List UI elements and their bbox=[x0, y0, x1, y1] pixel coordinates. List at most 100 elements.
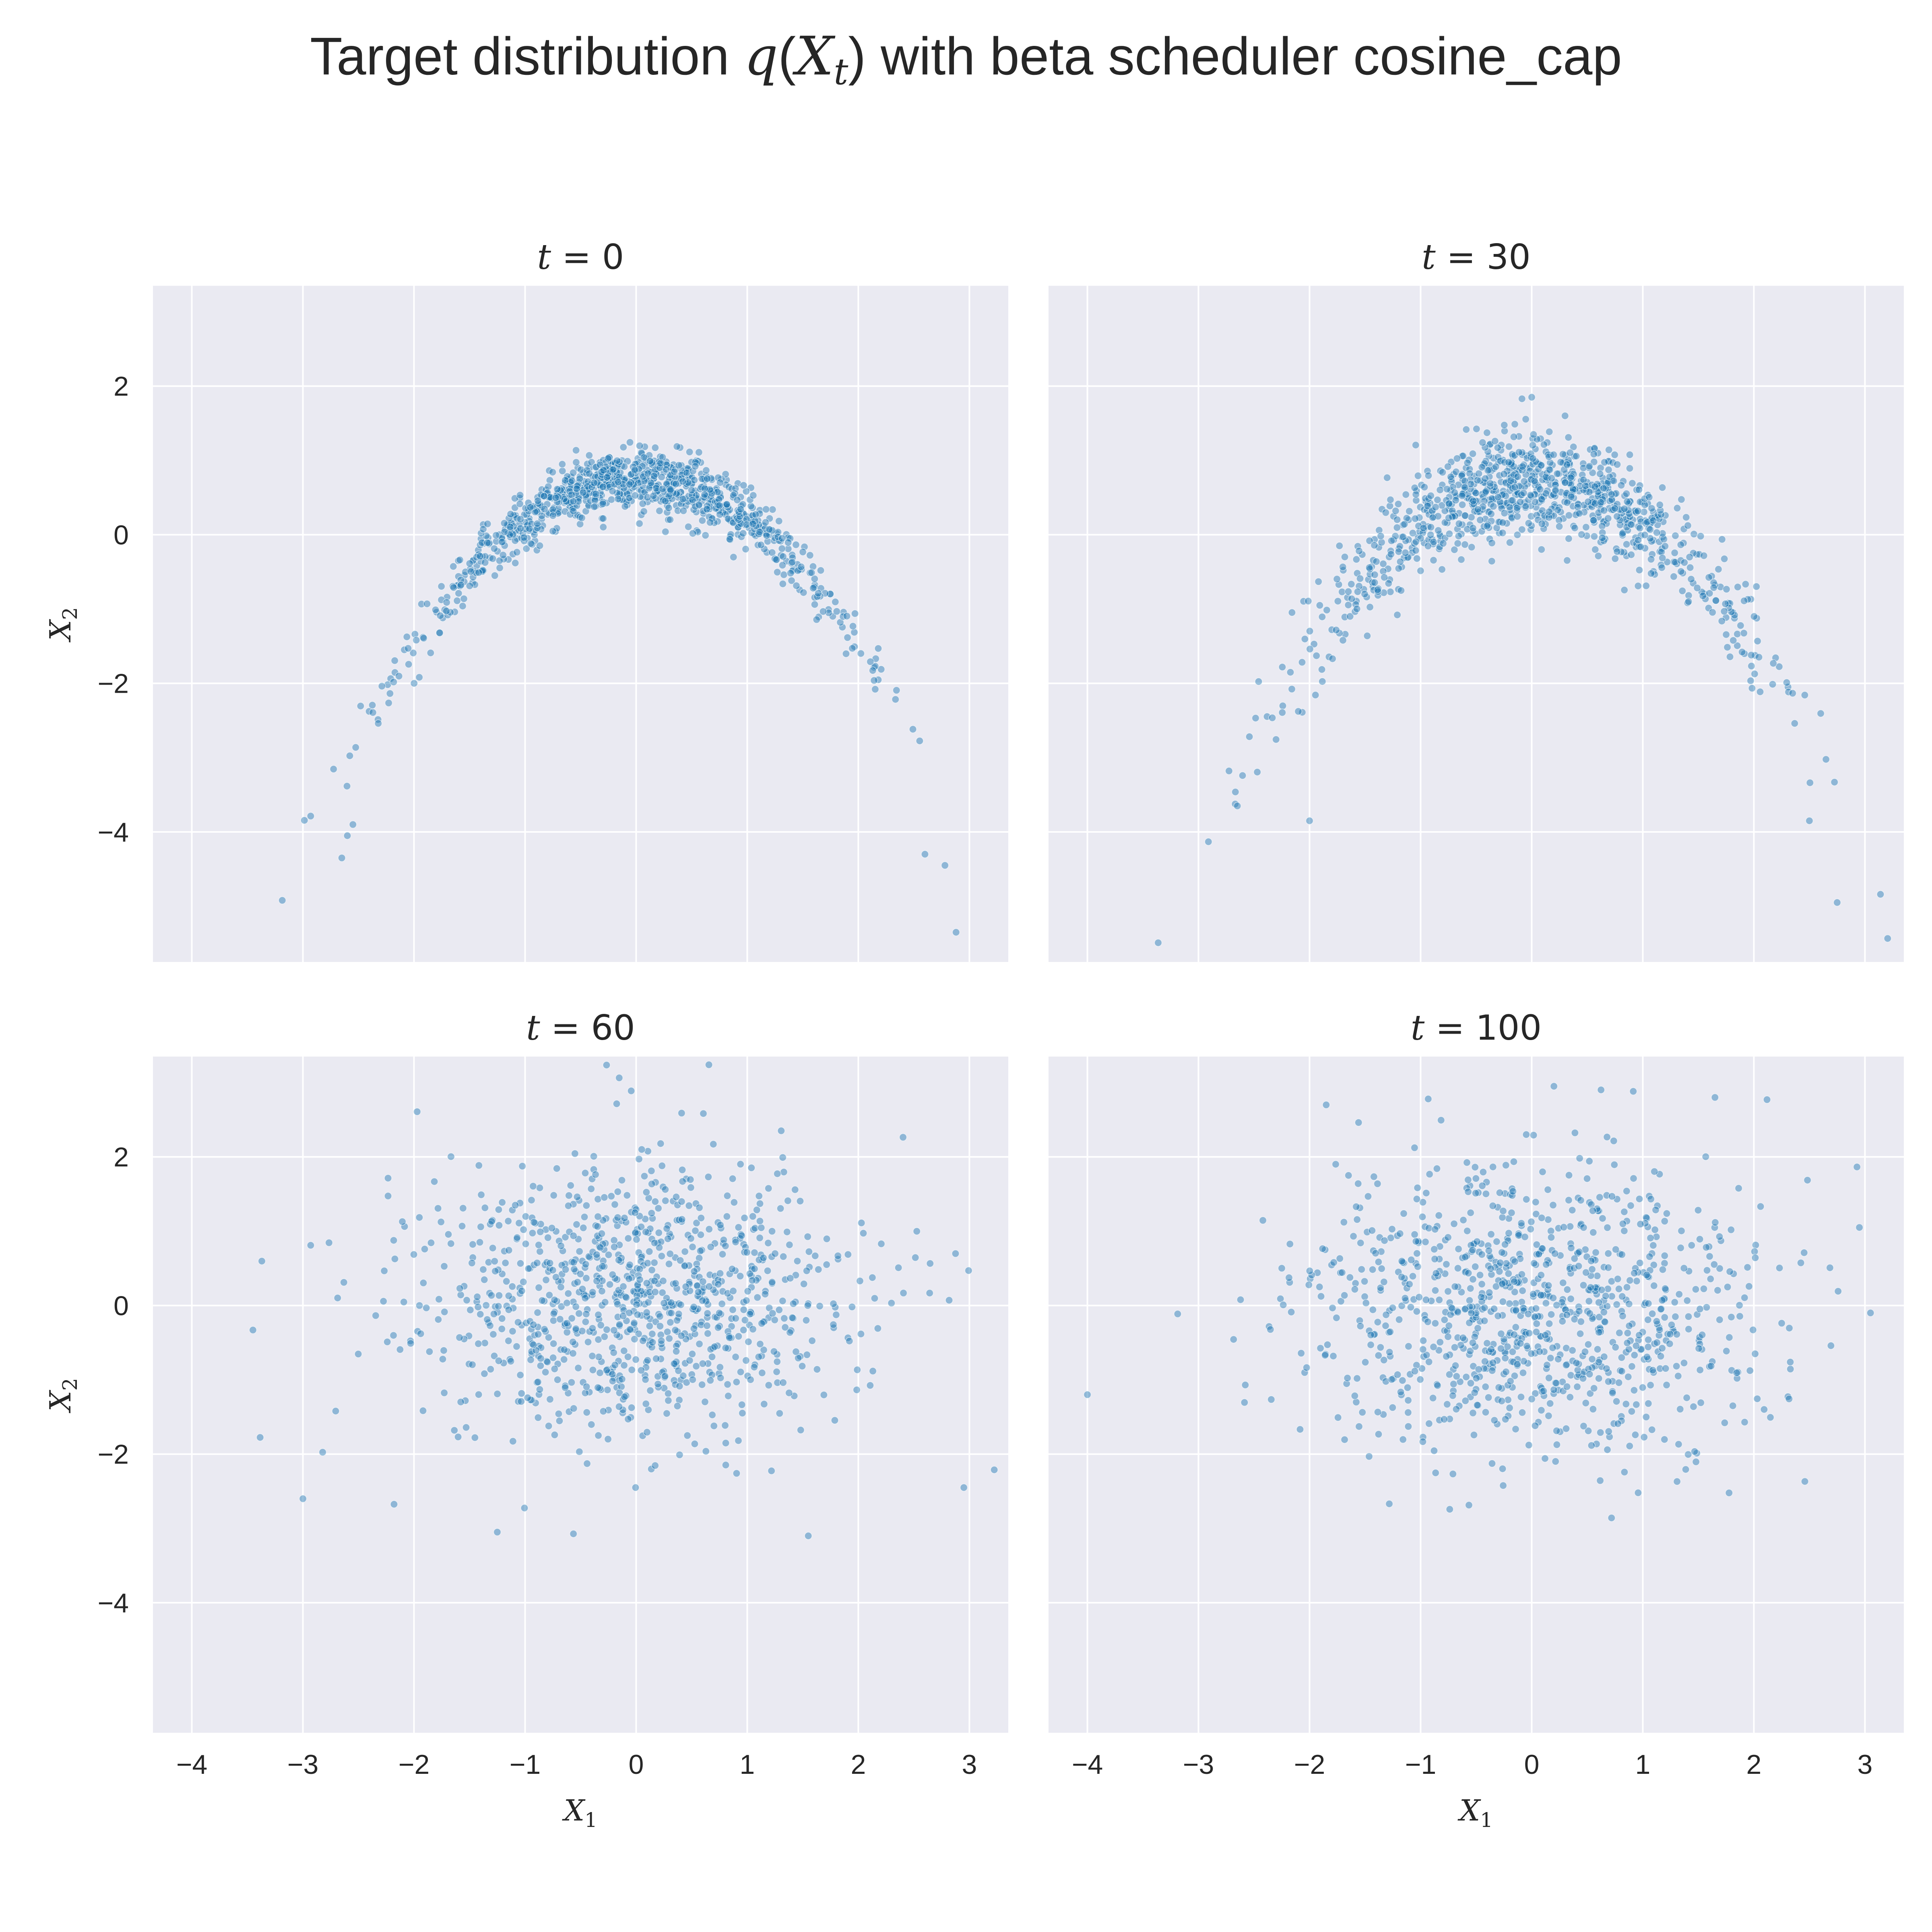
scatter-point bbox=[1593, 1345, 1602, 1354]
scatter-point bbox=[587, 1420, 596, 1428]
scatter-point bbox=[1587, 1441, 1596, 1449]
scatter-point bbox=[1683, 1296, 1691, 1305]
scatter-point bbox=[1720, 555, 1728, 563]
scatter-point bbox=[804, 1301, 812, 1310]
scatter-point bbox=[1427, 491, 1435, 500]
scatter-point bbox=[1572, 1359, 1581, 1367]
scatter-point bbox=[705, 1282, 713, 1291]
scatter-point bbox=[569, 1349, 577, 1358]
scatter-point bbox=[529, 1321, 537, 1329]
scatter-point bbox=[1438, 565, 1446, 574]
scatter-point bbox=[410, 1250, 418, 1259]
scatter-point bbox=[1463, 459, 1472, 467]
scatter-point bbox=[1396, 557, 1404, 566]
scatter-point bbox=[1552, 1379, 1560, 1387]
scatter-point bbox=[1314, 578, 1323, 586]
scatter-point bbox=[1618, 1367, 1626, 1375]
scatter-point bbox=[1469, 524, 1477, 532]
scatter-point bbox=[575, 1247, 584, 1255]
scatter-point bbox=[736, 1160, 745, 1168]
scatter-point bbox=[619, 490, 627, 498]
scatter-point bbox=[779, 580, 787, 588]
scatter-point bbox=[688, 496, 697, 504]
scatter-point bbox=[588, 1324, 597, 1332]
scatter-point bbox=[1486, 1265, 1495, 1273]
scatter-point bbox=[1661, 1217, 1669, 1225]
scatter-point bbox=[598, 1230, 606, 1238]
scatter-point bbox=[440, 1389, 448, 1397]
scatter-point bbox=[1535, 1250, 1543, 1258]
scatter-point bbox=[869, 1367, 877, 1375]
figure-title-subscript: t bbox=[834, 51, 848, 93]
scatter-point bbox=[1505, 458, 1513, 466]
scatter-point bbox=[537, 1354, 545, 1362]
scatter-point bbox=[1443, 1400, 1451, 1408]
scatter-point bbox=[1318, 677, 1327, 685]
scatter-point bbox=[1464, 1269, 1472, 1277]
scatter-point bbox=[753, 1206, 761, 1214]
scatter-point bbox=[1671, 532, 1680, 540]
scatter-point bbox=[599, 514, 607, 522]
scatter-point bbox=[734, 1437, 743, 1445]
scatter-point bbox=[750, 1363, 758, 1371]
scatter-point bbox=[553, 485, 561, 493]
scatter-point bbox=[1485, 473, 1494, 481]
scatter-point bbox=[1462, 1373, 1470, 1381]
scatter-point bbox=[817, 566, 825, 574]
scatter-point bbox=[1676, 1244, 1685, 1252]
scatter-point bbox=[661, 497, 669, 505]
scatter-point bbox=[1684, 599, 1692, 607]
scatter-point bbox=[1475, 1365, 1483, 1373]
scatter-point bbox=[743, 515, 751, 523]
scatter-point bbox=[1637, 543, 1645, 551]
scatter-point bbox=[1657, 564, 1666, 572]
scatter-point bbox=[775, 517, 783, 525]
scatter-point bbox=[658, 1162, 666, 1170]
scatter-point bbox=[1351, 1285, 1359, 1294]
scatter-point bbox=[1647, 504, 1656, 512]
scatter-point bbox=[666, 516, 674, 524]
scatter-point bbox=[1649, 1366, 1657, 1374]
scatter-point bbox=[1425, 1170, 1434, 1179]
scatter-point bbox=[1518, 1287, 1527, 1295]
scatter-point bbox=[1590, 532, 1598, 541]
scatter-point bbox=[964, 1266, 973, 1275]
scatter-point bbox=[256, 1433, 264, 1441]
scatter-point bbox=[788, 1314, 797, 1322]
scatter-point bbox=[307, 1241, 315, 1249]
scatter-point bbox=[722, 1461, 730, 1469]
scatter-point bbox=[1469, 1339, 1477, 1347]
scatter-point bbox=[606, 1280, 614, 1288]
scatter-point bbox=[512, 1342, 521, 1351]
scatter-point bbox=[600, 1193, 609, 1201]
scatter-point bbox=[899, 1133, 907, 1141]
scatter-point bbox=[743, 520, 751, 529]
scatter-point bbox=[1585, 488, 1593, 496]
scatter-point bbox=[491, 1267, 500, 1275]
scatter-point bbox=[764, 1239, 772, 1247]
scatter-point bbox=[778, 545, 786, 553]
scatter-point bbox=[723, 1212, 731, 1221]
scatter-point bbox=[458, 1222, 466, 1230]
scatter-point bbox=[1393, 516, 1401, 524]
scatter-point bbox=[1467, 1379, 1475, 1387]
scatter-point bbox=[1286, 668, 1294, 676]
scatter-point bbox=[1598, 534, 1606, 542]
scatter-point bbox=[419, 1279, 427, 1287]
scatter-point bbox=[1551, 1249, 1559, 1258]
scatter-point bbox=[1399, 1210, 1408, 1218]
scatter-point bbox=[518, 1287, 526, 1295]
scatter-point bbox=[1374, 1408, 1382, 1416]
scatter-point bbox=[747, 1164, 755, 1172]
scatter-point bbox=[1513, 473, 1522, 481]
scatter-point bbox=[1476, 1271, 1484, 1279]
scatter-point bbox=[507, 1357, 515, 1365]
scatter-point bbox=[1375, 1430, 1383, 1439]
scatter-point bbox=[815, 1302, 824, 1310]
scatter-point bbox=[495, 1357, 503, 1365]
scatter-point bbox=[1482, 1408, 1490, 1416]
scatter-point bbox=[1803, 1176, 1812, 1184]
scatter-point bbox=[1549, 1201, 1557, 1209]
scatter-point bbox=[1582, 523, 1590, 531]
scatter-point bbox=[724, 514, 732, 523]
